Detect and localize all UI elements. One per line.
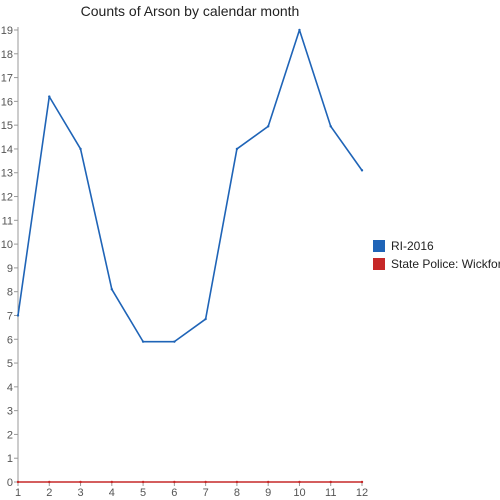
data-point [48, 480, 51, 484]
x-tick-label: 5 [140, 487, 146, 499]
y-tick-label: 8 [7, 287, 13, 299]
y-tick-label: 14 [1, 144, 13, 156]
data-point [298, 480, 301, 484]
data-point [141, 340, 145, 343]
data-point [298, 28, 301, 32]
y-tick-label: 11 [2, 215, 13, 227]
legend-label: State Police: Wickford [391, 257, 500, 271]
y-tick-label: 6 [7, 334, 13, 346]
x-tick-label: 6 [171, 487, 177, 499]
legend: RI-2016 State Police: Wickford [373, 239, 500, 271]
data-point [16, 314, 20, 317]
y-tick-label: 4 [7, 382, 13, 394]
y-tick-label: 12 [1, 192, 13, 204]
series-line-0 [17, 29, 363, 343]
y-tick-label: 5 [7, 358, 13, 370]
x-tick-label: 11 [325, 487, 336, 499]
y-tick-label: 16 [1, 96, 13, 108]
data-point [266, 125, 270, 128]
x-tick-label: 1 [15, 487, 21, 499]
x-tick-label: 8 [234, 487, 240, 499]
legend-swatch [373, 240, 385, 252]
y-tick-label: 0 [7, 477, 13, 489]
x-tick-label: 12 [356, 487, 368, 499]
data-point [16, 480, 20, 484]
data-point [266, 480, 270, 484]
data-point [204, 317, 207, 321]
y-tick-label: 1 [7, 453, 13, 465]
data-point [79, 480, 82, 484]
x-tick-label: 3 [77, 487, 83, 499]
data-point [329, 480, 332, 484]
data-point [173, 340, 176, 343]
y-tick-label: 2 [7, 429, 13, 441]
y-tick-label: 18 [1, 49, 13, 61]
data-point [235, 147, 239, 151]
data-point [79, 147, 82, 151]
data-point [235, 480, 239, 484]
y-tick-label: 19 [1, 25, 13, 37]
y-tick-label: 13 [1, 168, 13, 180]
data-point [141, 480, 145, 484]
y-tick-label: 3 [7, 406, 13, 418]
y-tick-label: 10 [1, 239, 13, 251]
data-point [329, 125, 332, 128]
legend-label: RI-2016 [391, 239, 434, 253]
x-tick-label: 10 [293, 487, 305, 499]
legend-swatch [373, 258, 385, 270]
series-lines [16, 28, 364, 484]
data-point [360, 480, 364, 484]
x-tick-label: 4 [109, 487, 115, 499]
y-tick-label: 7 [7, 310, 13, 322]
x-tick-label: 9 [265, 487, 271, 499]
data-point [110, 288, 114, 291]
y-tick-label: 9 [7, 263, 13, 275]
chart-title: Counts of Arson by calendar month [81, 3, 300, 19]
x-tick-label: 2 [46, 487, 52, 499]
data-point [360, 169, 364, 172]
y-tick-label: 17 [1, 73, 13, 85]
y-tick-label: 15 [1, 120, 13, 132]
x-ticks: 1 2 3 4 5 6 7 8 9 10 11 12 [15, 482, 368, 499]
data-point [173, 480, 176, 484]
x-tick-label: 7 [203, 487, 209, 499]
data-point [110, 480, 114, 484]
data-point [48, 95, 51, 98]
data-point [204, 480, 207, 484]
